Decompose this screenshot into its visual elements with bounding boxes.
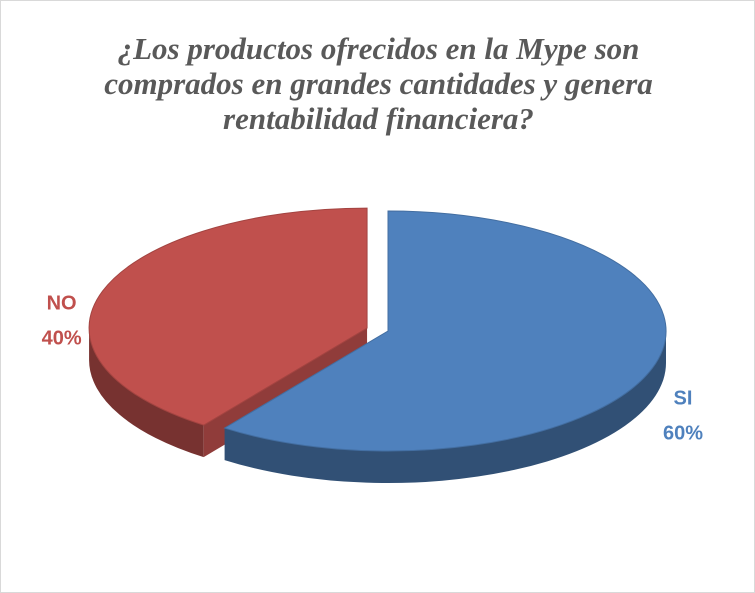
slice — [88, 207, 368, 426]
chart-title: ¿Los productos ofrecidos en la Mype son … — [104, 31, 653, 136]
slice — [223, 210, 667, 452]
data-label-category: SI — [674, 387, 693, 409]
data-label-value: 60% — [663, 422, 703, 444]
slice-side — [89, 328, 204, 458]
data-label-value: 40% — [42, 328, 82, 350]
slice-side — [224, 331, 666, 484]
data-label-category: NO — [47, 293, 77, 315]
